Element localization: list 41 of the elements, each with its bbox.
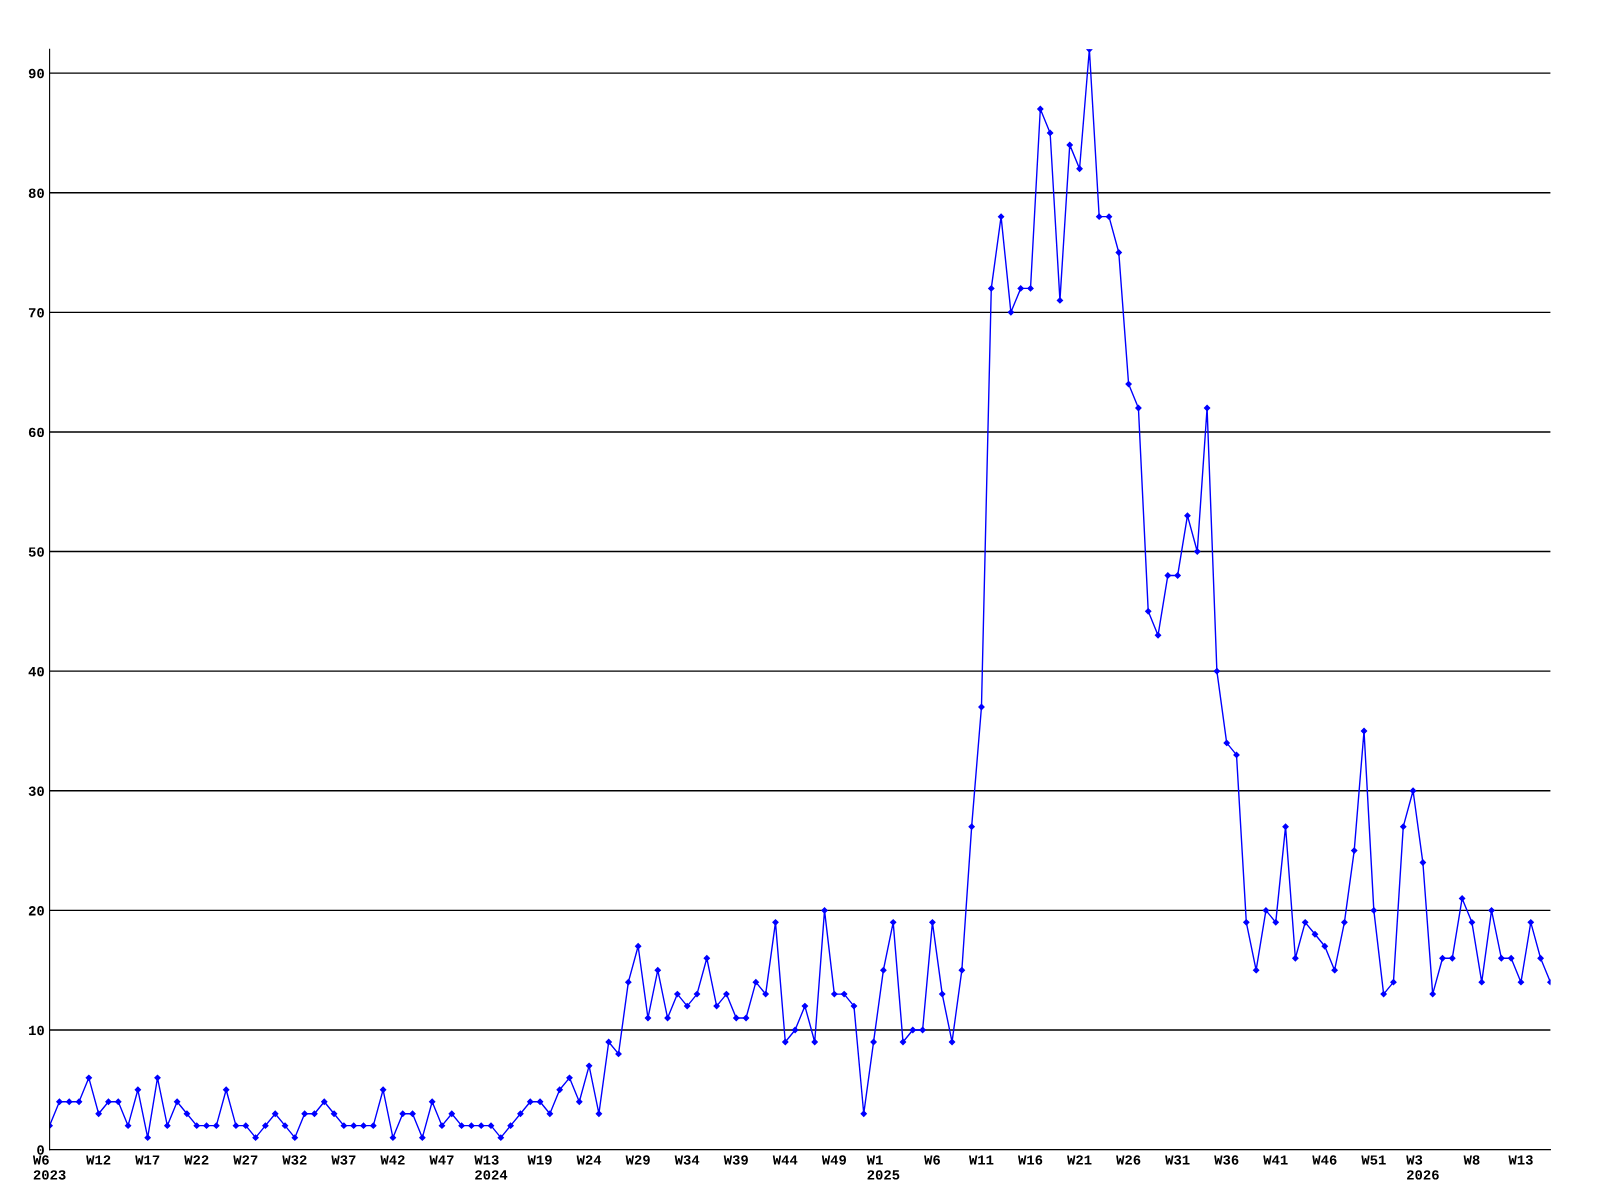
x-tick-label: W39 [723, 1155, 748, 1165]
x-tick-label: W6 2023 [32, 1155, 66, 1180]
y-tick-label: 0 [37, 1145, 44, 1155]
x-tick-label: W46 [1312, 1155, 1337, 1165]
x-tick-label: W19 [527, 1155, 552, 1165]
x-tick-label: W12 [86, 1155, 111, 1165]
y-tick-label: 20 [28, 906, 44, 916]
x-tick-label: W11 [968, 1155, 994, 1165]
x-tick-label: W27 [233, 1155, 258, 1165]
x-tick-label: W42 [380, 1155, 405, 1165]
y-tick-label: 40 [28, 666, 44, 677]
x-tick-label: W13 2024 [474, 1155, 508, 1180]
x-tick-label: W24 [576, 1155, 602, 1165]
y-tick-label: 30 [28, 786, 44, 796]
x-tick-label: W16 [1018, 1155, 1043, 1165]
y-tick-label: 50 [28, 547, 44, 557]
x-tick-label: W37 [331, 1155, 356, 1165]
y-tick-label: 70 [28, 308, 44, 318]
y-tick-label: 80 [28, 188, 44, 198]
x-tick-label: W26 [1116, 1155, 1141, 1165]
x-tick-label: W21 [1067, 1155, 1092, 1165]
x-tick-label: W36 [1214, 1155, 1239, 1165]
y-tick-label: 90 [28, 68, 44, 79]
x-tick-label: W8 [1463, 1155, 1480, 1165]
x-tick-label: W1 2025 [866, 1155, 900, 1180]
y-tick-label: 60 [28, 427, 44, 438]
x-tick-label: W51 [1361, 1155, 1386, 1165]
x-tick-label: W41 [1263, 1155, 1288, 1165]
x-tick-label: W17 [135, 1155, 160, 1165]
x-tick-label: W44 [772, 1155, 798, 1165]
x-tick-label: W49 [821, 1155, 846, 1165]
x-tick-label: W3 2026 [1406, 1155, 1439, 1180]
x-tick-label: W29 [625, 1155, 650, 1165]
x-tick-label: W6 [924, 1155, 940, 1165]
x-tick-label: W47 [429, 1155, 454, 1165]
x-tick-label: W31 [1165, 1155, 1190, 1165]
x-tick-label: W32 [282, 1155, 307, 1165]
x-tick-label: W34 [674, 1155, 700, 1165]
y-tick-label: 10 [29, 1025, 44, 1036]
x-tick-label: W13 [1508, 1155, 1533, 1165]
x-tick-label: W22 [184, 1155, 209, 1165]
